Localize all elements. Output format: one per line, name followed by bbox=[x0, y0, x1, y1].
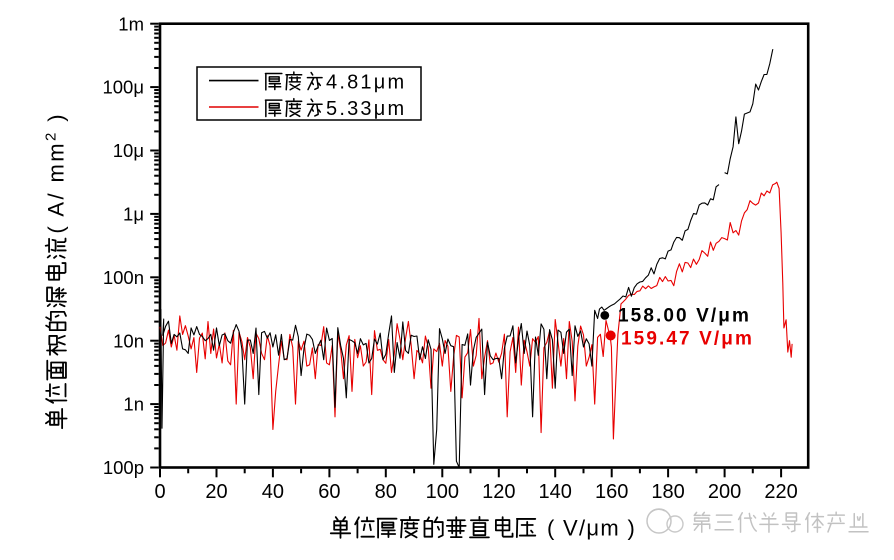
svg-text:180: 180 bbox=[651, 481, 684, 503]
svg-text:60: 60 bbox=[318, 481, 340, 503]
svg-text:( V/μm ): ( V/μm ) bbox=[547, 516, 636, 541]
svg-text:200: 200 bbox=[708, 481, 741, 503]
svg-text:159.47 V/μm: 159.47 V/μm bbox=[621, 329, 754, 350]
svg-text:1m: 1m bbox=[118, 13, 144, 34]
svg-text:10n: 10n bbox=[113, 330, 144, 351]
svg-text:100: 100 bbox=[426, 481, 459, 503]
svg-text:0: 0 bbox=[154, 481, 165, 503]
svg-text:140: 140 bbox=[539, 481, 572, 503]
svg-text:1n: 1n bbox=[123, 394, 144, 415]
svg-text:158.00 V/μm: 158.00 V/μm bbox=[618, 306, 751, 327]
svg-text:4.81μm: 4.81μm bbox=[326, 72, 406, 94]
svg-text:5.33μm: 5.33μm bbox=[326, 98, 406, 120]
svg-text:100p: 100p bbox=[103, 457, 144, 478]
svg-text:160: 160 bbox=[595, 481, 628, 503]
svg-text:40: 40 bbox=[262, 481, 284, 503]
svg-text:100μ: 100μ bbox=[102, 77, 144, 98]
svg-text:10μ: 10μ bbox=[113, 140, 144, 161]
svg-text:220: 220 bbox=[764, 481, 797, 503]
svg-text:100n: 100n bbox=[103, 267, 144, 288]
svg-text:( A/ mm2 ): ( A/ mm2 ) bbox=[43, 112, 69, 234]
svg-text:120: 120 bbox=[482, 481, 515, 503]
svg-text:20: 20 bbox=[205, 481, 227, 503]
svg-text:80: 80 bbox=[375, 481, 397, 503]
svg-text:1μ: 1μ bbox=[123, 204, 144, 225]
